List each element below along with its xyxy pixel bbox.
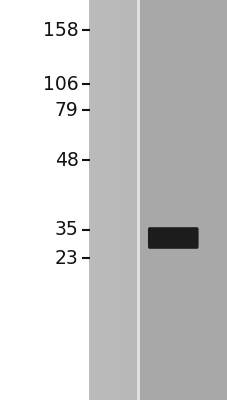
Text: 35: 35 xyxy=(55,220,78,240)
Bar xyxy=(94,0,95,400)
Bar xyxy=(124,0,125,400)
Bar xyxy=(102,0,103,400)
Bar xyxy=(109,0,111,400)
Bar xyxy=(89,0,90,400)
Bar xyxy=(105,0,106,400)
Text: 23: 23 xyxy=(55,248,78,268)
Bar xyxy=(92,0,93,400)
Bar xyxy=(112,0,113,400)
Bar xyxy=(97,0,98,400)
Bar xyxy=(121,0,122,400)
Bar xyxy=(122,0,123,400)
Bar xyxy=(114,0,115,400)
Bar xyxy=(136,0,140,400)
Bar xyxy=(103,0,104,400)
Text: 106: 106 xyxy=(43,74,78,94)
Bar xyxy=(95,0,96,400)
Bar xyxy=(135,0,136,400)
Bar xyxy=(101,0,102,400)
Bar xyxy=(132,0,133,400)
Bar xyxy=(111,0,112,400)
Bar xyxy=(118,0,119,400)
Bar xyxy=(99,0,100,400)
Bar xyxy=(131,0,132,400)
Text: 79: 79 xyxy=(55,100,78,120)
Text: 48: 48 xyxy=(54,150,78,170)
Bar xyxy=(96,0,97,400)
Bar xyxy=(126,0,127,400)
Bar xyxy=(123,0,124,400)
Bar xyxy=(98,0,99,400)
Bar xyxy=(90,0,91,400)
Bar xyxy=(91,0,92,400)
Bar xyxy=(140,0,227,400)
Bar xyxy=(107,0,108,400)
Bar xyxy=(100,0,101,400)
Bar xyxy=(113,0,114,400)
Bar xyxy=(115,0,116,400)
Bar xyxy=(116,0,117,400)
Bar xyxy=(89,0,136,400)
Bar xyxy=(108,0,109,400)
Bar xyxy=(106,0,107,400)
Bar xyxy=(120,0,121,400)
Bar xyxy=(117,0,118,400)
Bar xyxy=(104,0,105,400)
FancyBboxPatch shape xyxy=(147,227,198,249)
Bar xyxy=(127,0,128,400)
Bar xyxy=(119,0,120,400)
Text: 158: 158 xyxy=(43,20,78,40)
Bar xyxy=(125,0,126,400)
Bar xyxy=(93,0,94,400)
Bar xyxy=(128,0,130,400)
Bar xyxy=(133,0,134,400)
Bar xyxy=(130,0,131,400)
Bar xyxy=(134,0,135,400)
